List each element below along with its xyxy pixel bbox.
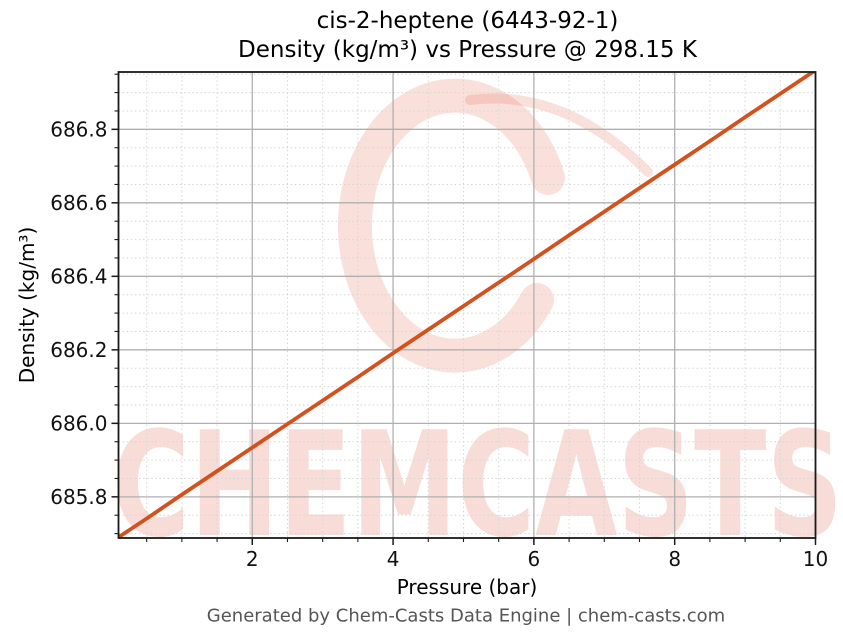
chart-title-line2: Density (kg/m³) vs Pressure @ 298.15 K — [238, 37, 697, 63]
chart-title: cis-2-heptene (6443-92-1) Density (kg/m³… — [119, 7, 816, 65]
axis-ticks — [111, 73, 817, 545]
y-tick-label: 685.8 — [50, 485, 107, 509]
x-tick-labels: 2 4 6 8 10 — [246, 547, 828, 571]
y-tick-label: 686.4 — [50, 264, 107, 288]
x-tick-label: 10 — [803, 547, 828, 571]
x-tick-label: 2 — [246, 547, 259, 571]
y-tick-label: 686.8 — [50, 117, 107, 141]
minor-gridlines — [118, 72, 816, 538]
watermark: CHEMCASTS — [112, 78, 843, 570]
y-tick-labels: 685.8 686.0 686.2 686.4 686.6 686.8 — [50, 117, 107, 509]
major-gridlines — [118, 72, 817, 538]
y-tick-label: 686.6 — [50, 191, 107, 215]
footer-credit: Generated by Chem-Casts Data Engine | ch… — [206, 605, 726, 627]
x-tick-label: 4 — [387, 547, 400, 571]
watermark-text: CHEMCASTS — [112, 401, 843, 570]
brush-swoosh-icon — [465, 93, 653, 177]
density-data-line — [118, 72, 816, 538]
x-tick-label: 8 — [668, 547, 681, 571]
plot-spines — [117, 71, 817, 539]
chart-title-line1: cis-2-heptene (6443-92-1) — [316, 8, 619, 34]
brush-ring-logo-icon — [337, 78, 565, 373]
x-axis-label: Pressure (bar) — [396, 575, 538, 599]
x-tick-label: 6 — [528, 547, 541, 571]
y-tick-label: 686.2 — [50, 338, 107, 362]
y-tick-label: 686.0 — [50, 411, 107, 435]
y-axis-label: Density (kg/m³) — [15, 226, 39, 384]
